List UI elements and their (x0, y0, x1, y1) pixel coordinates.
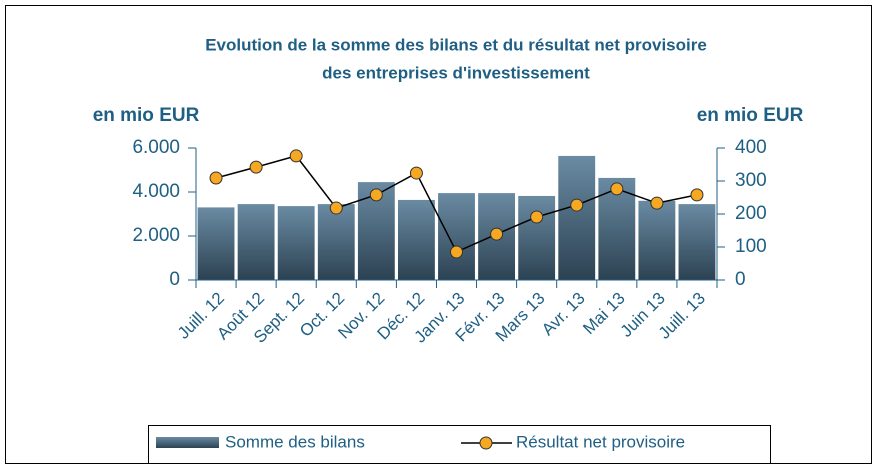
bar (518, 195, 556, 280)
line-marker (450, 245, 463, 259)
legend-swatch (156, 437, 219, 448)
y2-tick-label: 200 (735, 203, 767, 224)
chart-title: Evolution de la somme des bilans et du r… (205, 35, 707, 54)
bar (317, 204, 355, 280)
line-marker (610, 182, 624, 196)
line-marker (409, 166, 423, 180)
bar (438, 193, 475, 280)
line-marker (369, 188, 383, 202)
y-tick-label: 6.000 (132, 137, 180, 158)
bar (197, 207, 235, 280)
line-marker (249, 160, 263, 174)
y-tick-label: 2.000 (132, 225, 180, 246)
bar (558, 155, 596, 280)
bar (678, 204, 716, 280)
y-tick-label: 0 (169, 269, 180, 290)
bar (638, 200, 676, 280)
y2-axis-label: en mio EUR (697, 105, 804, 126)
line-marker (329, 201, 343, 215)
line-marker (530, 210, 544, 224)
y2-tick-label: 300 (735, 170, 767, 191)
line-marker (650, 196, 664, 210)
legend-marker (479, 436, 493, 450)
line-marker (209, 171, 223, 185)
y2-tick-label: 0 (735, 269, 746, 290)
bar (237, 204, 275, 280)
legend-label: Résultat net provisoire (516, 432, 685, 451)
y-tick-label: 4.000 (132, 181, 180, 202)
y2-tick-label: 400 (735, 137, 767, 158)
line-marker (490, 227, 504, 241)
bar (397, 199, 435, 280)
line-marker (690, 188, 704, 202)
y2-tick-label: 100 (735, 236, 767, 257)
chart-title: des entreprises d'investissement (322, 63, 590, 82)
legend-label: Somme des bilans (225, 432, 365, 451)
legend (148, 425, 771, 464)
line-marker (289, 149, 303, 163)
bar (277, 206, 315, 280)
y-axis-label: en mio EUR (93, 105, 200, 126)
line-marker (570, 198, 584, 212)
